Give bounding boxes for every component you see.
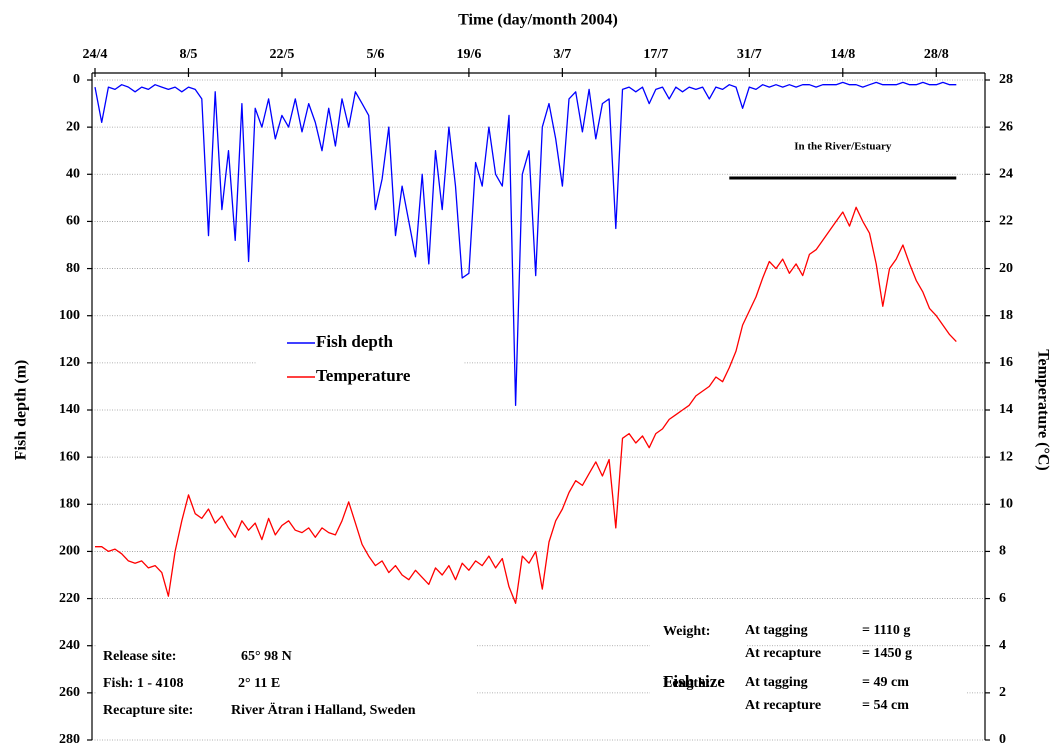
size-row-label: At tagging — [745, 675, 808, 690]
release-label: Recapture site: — [103, 703, 193, 718]
y-tick-label: 140 — [59, 402, 80, 417]
release-value: River Ätran i Halland, Sweden — [231, 702, 416, 718]
size-row-label: At tagging — [745, 623, 808, 638]
x-tick-label: 14/8 — [830, 47, 855, 62]
legend: Fish depth Temperature — [257, 326, 463, 398]
x-tick-label: 31/7 — [737, 47, 762, 62]
y-tick-label: 220 — [59, 591, 80, 606]
release-value: 2° 11 E — [238, 676, 280, 691]
y2-tick-label: 20 — [999, 261, 1013, 276]
release-label: Fish: 1 - 4108 — [103, 676, 184, 691]
y-tick-label: 200 — [59, 544, 80, 559]
size-box-bg — [650, 666, 966, 736]
size-box: Fish size Weight: At tagging = 1110 g At rec… — [650, 616, 966, 736]
size-row-value: = 1450 g — [862, 646, 912, 661]
legend-label: Fish depth — [316, 332, 394, 351]
x-tick-label: 3/7 — [553, 47, 571, 62]
release-box: Release site: 65° 98 N Fish: 1 - 4108 2° 11… — [96, 638, 476, 738]
size-group-label: Length: — [663, 676, 710, 691]
size-group-label: Weight: — [663, 624, 710, 639]
y-axis-label: Fish depth (m) — [13, 360, 30, 460]
y2-tick-label: 22 — [999, 214, 1013, 229]
x-tick-label: 24/4 — [83, 47, 108, 62]
release-box-bg — [96, 638, 476, 738]
y-tick-label: 180 — [59, 497, 80, 512]
y-tick-label: 280 — [59, 732, 80, 746]
x-tick-label: 22/5 — [270, 47, 295, 62]
size-box-bg — [650, 616, 746, 666]
x-tick-label: 28/8 — [924, 47, 949, 62]
y2-tick-label: 2 — [999, 685, 1006, 700]
y2-tick-label: 28 — [999, 72, 1013, 87]
size-row-value: = 54 cm — [862, 698, 909, 713]
x-tick-label: 19/6 — [456, 47, 481, 62]
y-tick-label: 240 — [59, 638, 80, 653]
y2-axis-label: Temperature (°C) — [1034, 349, 1051, 470]
y2-tick-label: 10 — [999, 497, 1013, 512]
y-tick-label: 60 — [66, 214, 80, 229]
chart-title: Time (day/month 2004) — [458, 12, 618, 29]
legend-box — [257, 326, 463, 398]
y-tick-label: 120 — [59, 355, 80, 370]
x-tick-label: 17/7 — [643, 47, 668, 62]
y2-tick-label: 14 — [999, 402, 1013, 417]
y2-tick-label: 12 — [999, 449, 1013, 464]
data-line — [94, 81, 957, 406]
legend-label: Temperature — [316, 366, 411, 385]
y2-tick-label: 26 — [999, 119, 1013, 134]
y2-tick-label: 0 — [999, 732, 1006, 746]
y2-tick-label: 24 — [999, 167, 1013, 182]
size-row-label: At recapture — [745, 646, 821, 661]
x-tick-label: 8/5 — [180, 47, 198, 62]
y2-tick-label: 16 — [999, 355, 1013, 370]
y-tick-label: 80 — [66, 261, 80, 276]
annotation: In the River/Estuary — [794, 141, 892, 153]
size-row-value: = 49 cm — [862, 675, 909, 690]
y2-tick-label: 6 — [999, 591, 1006, 606]
release-label: Release site: — [103, 649, 176, 664]
size-row-label: At recapture — [745, 698, 821, 713]
y-tick-label: 260 — [59, 685, 80, 700]
data-line — [95, 206, 957, 604]
y-tick-label: 100 — [59, 308, 80, 323]
y2-tick-label: 18 — [999, 308, 1013, 323]
y2-tick-label: 4 — [999, 638, 1006, 653]
size-row-value: = 1110 g — [862, 623, 910, 638]
y-tick-label: 160 — [59, 449, 80, 464]
y2-tick-label: 8 — [999, 544, 1006, 559]
release-value: 65° 98 N — [241, 649, 292, 664]
y-tick-label: 20 — [66, 119, 80, 134]
size-title: Fish size — [663, 672, 725, 691]
x-tick-label: 5/6 — [366, 47, 384, 62]
y-tick-label: 40 — [66, 167, 80, 182]
y-tick-label: 0 — [73, 72, 80, 87]
